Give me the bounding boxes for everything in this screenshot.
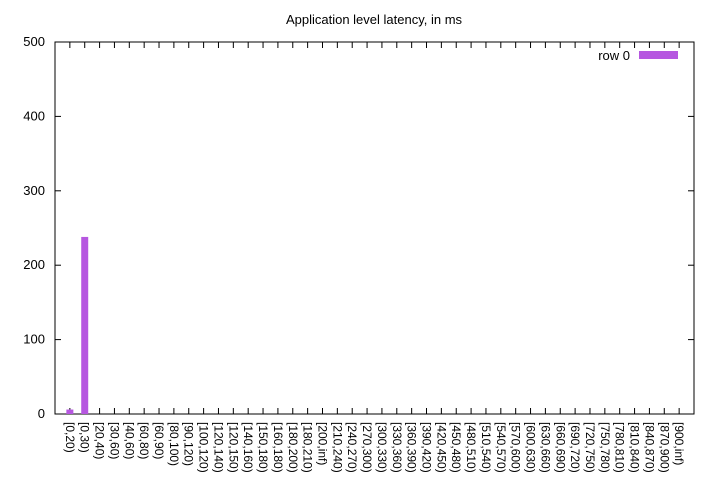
x-tick-label: [810,840) [628, 422, 642, 473]
x-tick-label: [330,360) [390, 422, 404, 473]
x-tick-label: [450,480) [449, 422, 463, 473]
x-tick-label: [20,40) [93, 422, 107, 459]
x-tick-label: [80,100) [167, 422, 181, 466]
x-tick-label: [210,240) [330, 422, 344, 473]
x-tick-label: [360,390) [405, 422, 419, 473]
x-tick-label: [480,510) [464, 422, 478, 473]
legend-label-row-0: row 0 [598, 48, 630, 63]
x-tick-label: [180,200) [286, 422, 300, 473]
x-tick-label: [100,120) [197, 422, 211, 473]
x-tick-label: [750,780) [598, 422, 612, 473]
x-tick-label: [200,inf) [315, 422, 329, 465]
x-tick-label: [510,540) [479, 422, 493, 473]
x-tick-label: [570,600) [509, 422, 523, 473]
x-axis: [0,20) [0,30) [20,40) [30,60) [40,60) [60,80)… [63, 42, 686, 473]
x-tick-label: [420,450) [434, 422, 448, 473]
plot-frame [54, 41, 695, 415]
y-tick-label: 500 [23, 34, 45, 49]
legend: row 0 [598, 48, 678, 63]
x-tick-label: [390,420) [420, 422, 434, 473]
x-tick-label: [60,80) [137, 422, 151, 459]
x-tick-label: [660,690) [553, 422, 567, 473]
x-tick-label: [690,720) [568, 422, 582, 473]
x-tick-label: [140,160) [241, 422, 255, 473]
x-tick-label: [630,660) [538, 422, 552, 473]
y-axis: 0 100 200 300 400 500 [23, 34, 694, 421]
y-tick-label: 200 [23, 257, 45, 272]
x-tick-label: [40,60) [122, 422, 136, 459]
x-tick-label: [0,30) [78, 422, 92, 453]
x-tick-label: [0,20) [63, 422, 77, 453]
legend-swatch-row-0 [639, 51, 678, 59]
bar-series [66, 236, 89, 414]
y-tick-label: 300 [23, 183, 45, 198]
x-tick-label: [540,570) [494, 422, 508, 473]
x-tick-label: [160,180) [271, 422, 285, 473]
y-tick-label: 400 [23, 108, 45, 123]
x-tick-label: [120,150) [226, 422, 240, 473]
x-tick-label: [150,180) [256, 422, 270, 473]
bar [66, 409, 74, 414]
x-tick-label: [240,270) [345, 422, 359, 473]
x-tick-label: [720,750) [583, 422, 597, 473]
x-tick-label: [270,300) [360, 422, 374, 473]
x-tick-label: [840,870) [642, 422, 656, 473]
x-tick-label: [60,90) [152, 422, 166, 459]
bar [81, 236, 89, 414]
chart-title: Application level latency, in ms [286, 12, 463, 27]
x-tick-label: [300,330) [375, 422, 389, 473]
x-tick-label: [900,inf) [672, 422, 686, 465]
x-tick-label: [90,120) [182, 422, 196, 466]
x-tick-label: [870,900) [657, 422, 671, 473]
y-tick-label: 100 [23, 332, 45, 347]
x-tick-label: [780,810) [613, 422, 627, 473]
x-tick-label: [120,140) [211, 422, 225, 473]
x-tick-label: [30,60) [107, 422, 121, 459]
y-tick-label: 0 [38, 406, 45, 421]
x-tick-label: [180,210) [301, 422, 315, 473]
x-tick-label: [600,630) [524, 422, 538, 473]
